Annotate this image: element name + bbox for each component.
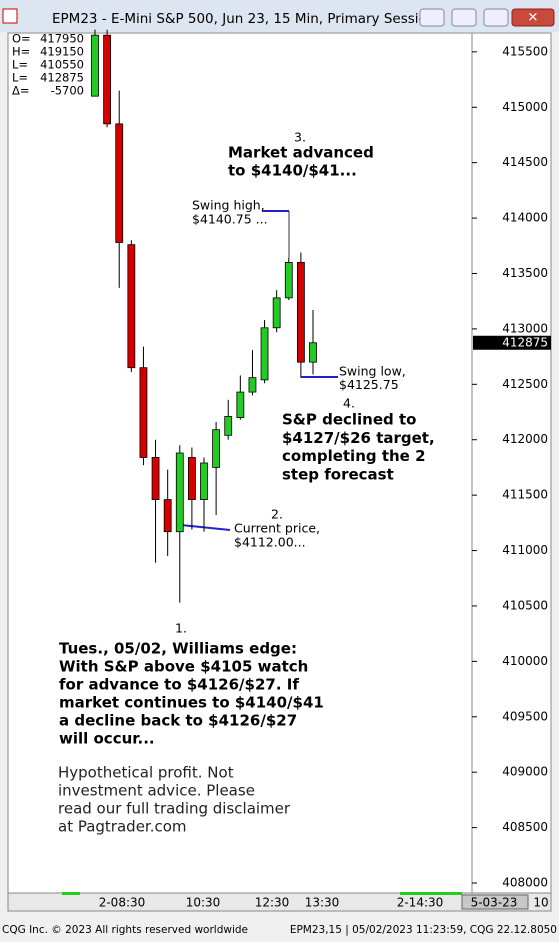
candle-body [248,377,257,393]
x-tick-label: 12:30 [255,896,290,910]
candle-body [115,123,124,243]
annotation: $4127/$26 target, [282,429,435,447]
candle-body [139,367,148,458]
close-button[interactable] [511,8,555,27]
annotation: a decline back to $4126/$27 [59,712,297,730]
annotation: market continues to $4140/$41 [59,694,324,712]
annotation: 1. [175,621,187,636]
info-label: H= [12,45,30,59]
y-tick-label: 414000 [502,211,548,225]
annotation: 2. [271,507,283,522]
annotation: 3. [294,130,306,145]
x-tick-label: 13:30 [305,896,340,910]
session-marker [400,892,462,895]
annotation: Tues., 05/02, Williams edge: [59,640,297,658]
y-tick-label: 411500 [502,488,548,502]
candle-body [91,34,99,97]
annotation: S&P declined to [282,411,416,429]
x-tick-label: 10:30 [186,896,221,910]
close-icon[interactable]: ✕ [528,11,539,26]
y-tick-label: 410500 [502,598,548,612]
minimize-button[interactable] [451,8,477,27]
y-tick-label: 409000 [502,765,548,779]
candle-body [127,244,136,369]
annotation: $4140.75 ... [192,212,268,227]
candle-body [236,391,245,418]
y-tick-label: 413500 [502,266,548,280]
annotation: at Pagtrader.com [58,818,187,836]
x-tick-label: 2-08:30 [99,896,146,910]
y-tick-label: 408500 [502,820,548,834]
info-value: 412875 [40,71,84,85]
x-tick-label: 10 [533,896,548,910]
status-right: EPM23,15 | 05/02/2023 11:23:59, CQG 22.1… [290,924,557,936]
candle-body [187,457,196,500]
annotation: for advance to $4126/$27. If [59,676,299,694]
info-value: 410550 [40,58,84,72]
candle-body [200,462,208,500]
annotation: With S&P above $4105 watch [59,658,308,676]
info-label: L= [12,71,28,85]
session-marker [62,892,80,895]
y-tick-label: 415500 [502,44,548,58]
link-button[interactable] [419,8,445,27]
y-tick-label: 412500 [502,377,548,391]
annotation: will occur... [59,730,155,748]
info-label: Δ= [12,84,30,98]
time-axis [7,892,552,912]
candle-body [151,457,160,500]
status-bar [0,920,559,938]
candle-body [272,297,281,329]
annotation: $4125.75 [339,377,399,392]
annotation: Market advanced [228,144,374,162]
y-tick-label: 409500 [502,709,548,723]
candle-body [175,452,184,533]
candle-body [309,342,317,363]
y-tick-label: 414500 [502,155,548,169]
annotation: to $4140/$41... [228,162,357,180]
info-value: -5700 [51,84,84,98]
annotation: completing the 2 [282,447,426,465]
info-label: L= [12,58,28,72]
maximize-button[interactable] [483,8,509,27]
annotation: read our full trading disclaimer [58,800,291,818]
last-price-box [473,335,551,350]
candle-body [224,416,233,436]
annotation: Current price, [234,521,320,536]
info-value: 417950 [40,32,84,46]
date-box [461,894,529,910]
x-tick-label: 2-14:30 [397,896,444,910]
candle-body [163,499,172,533]
window-title: EPM23 - E-Mini S&P 500, Jun 23, 15 Min, … [52,11,427,27]
y-tick-label: 410000 [502,654,548,668]
annotation: $4112.00... [234,535,306,550]
info-value: 419150 [40,45,84,59]
annotation: Swing high, [192,198,265,213]
annotation: step forecast [282,465,394,483]
plot-area [7,32,473,894]
status-left: CQG Inc. © 2023 All rights reserved worl… [2,924,248,936]
y-tick-label: 415000 [502,100,548,114]
y-tick-label: 411000 [502,543,548,557]
annotation: 4. [343,396,355,411]
candle-body [103,34,112,125]
candle-body [284,262,293,299]
info-box [9,34,90,98]
candle-body [212,429,221,468]
y-tick-label: 412000 [502,432,548,446]
candle-body [296,262,305,363]
price-axis [471,32,552,894]
last-price-label: 412875 [502,335,548,349]
info-label: O= [12,32,31,46]
y-tick-label: 408000 [502,876,548,890]
annotation: Hypothetical profit. Not [58,764,234,782]
x-tick-label: 5-03-23 [471,896,518,910]
annotation: Swing low, [339,364,406,379]
app-icon [2,8,18,24]
y-tick-label: 413000 [502,321,548,335]
annotation: investment advice. Please [58,782,255,800]
candle-body [260,327,269,381]
current-price-pointer [180,524,231,531]
